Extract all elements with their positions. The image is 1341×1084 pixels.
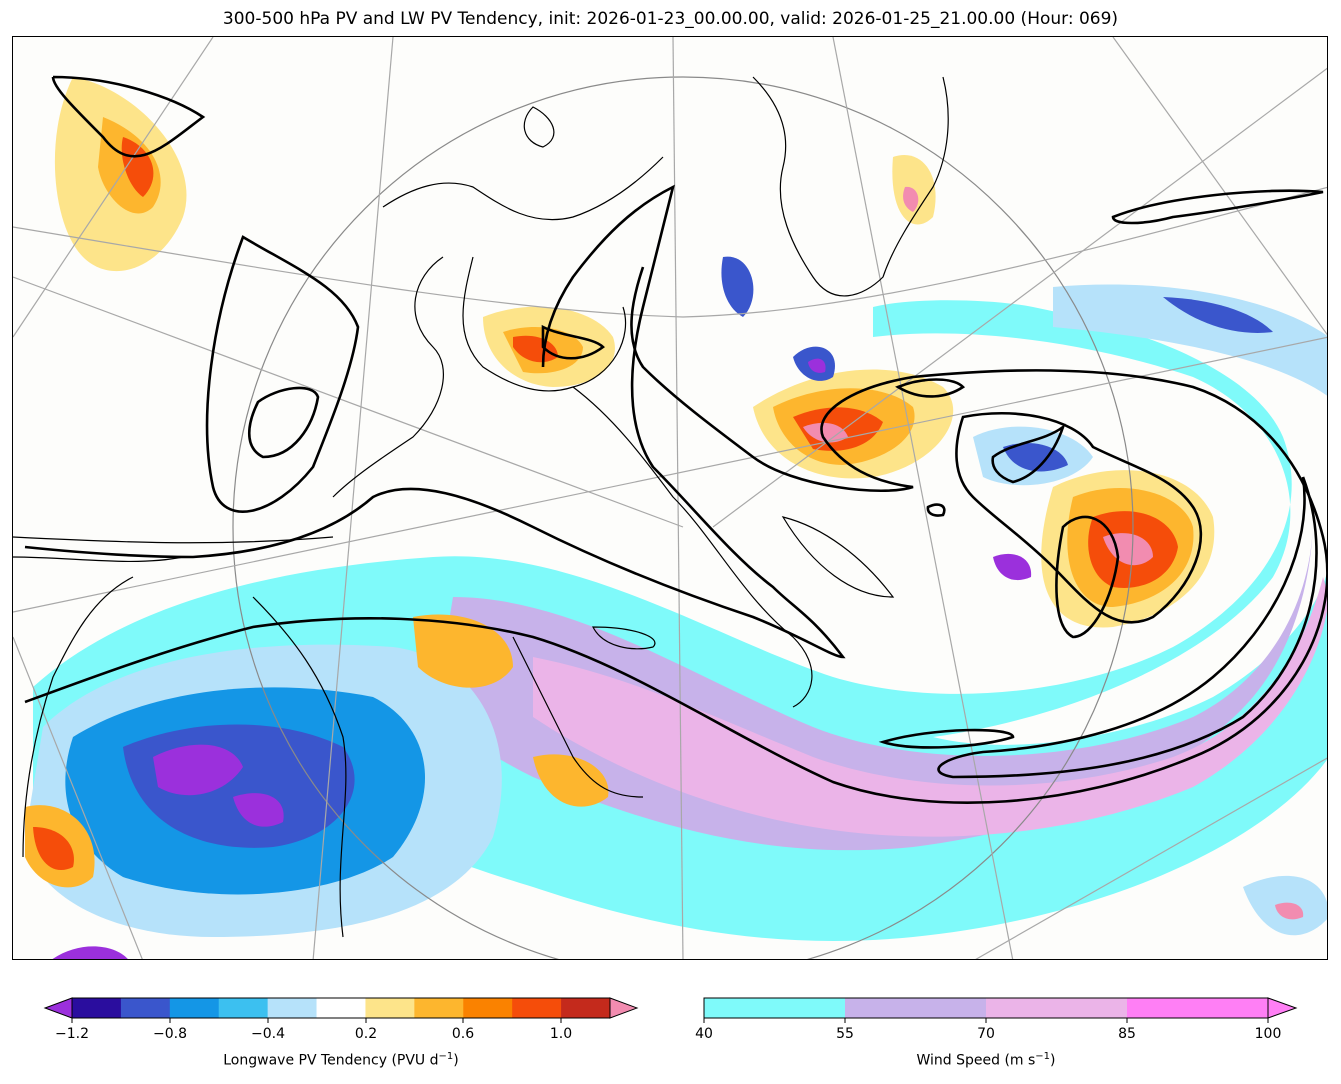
graticule: [13, 37, 1327, 959]
pv-tick-label: −0.4: [251, 1026, 285, 1042]
pv-colorbar-swatch: [512, 998, 562, 1018]
pv-colorbar-swatch: [169, 998, 220, 1018]
wind-speed-colorbar-label: Wind Speed (m s−1): [704, 1051, 1268, 1069]
ws-label-sup: −1: [1035, 1051, 1051, 1062]
pv-colorbar-swatch: [463, 998, 513, 1018]
pv-label-sup: −1: [438, 1051, 454, 1062]
coastlines: [13, 76, 949, 938]
ws-colorbar-outline: [703, 997, 1269, 1019]
pv-colorbar-over-arrow: [609, 997, 639, 1019]
ws-tick-label: 40: [695, 1026, 713, 1042]
pv-colorbar-swatch: [316, 998, 366, 1018]
ws-colorbar-swatch: [704, 998, 846, 1018]
ws-colorbar-swatch: [1127, 998, 1269, 1018]
pv-label-end: ): [453, 1052, 459, 1069]
pv-contours: [24, 75, 1327, 805]
pv-colorbar-swatch: [267, 998, 318, 1018]
ws-label-end: ): [1050, 1052, 1056, 1069]
pv-tick-label: 0.6: [451, 1026, 475, 1042]
pv-colorbar-swatch: [120, 998, 171, 1018]
pv-colorbar-outline: [71, 997, 611, 1019]
pv-colorbar-swatch: [561, 998, 611, 1018]
pv-tick-label: 1.0: [549, 1026, 573, 1042]
pv-colorbar-swatch: [218, 998, 269, 1018]
ws-colorbar-swatch: [986, 998, 1128, 1018]
pv-tick-label: −0.8: [153, 1026, 187, 1042]
ws-tick-label: 70: [977, 1026, 995, 1042]
pv-label-text: Longwave PV Tendency (PVU d: [223, 1052, 439, 1069]
map-panel: [12, 36, 1328, 960]
ws-tick-label: 55: [836, 1026, 854, 1042]
pv-tendency-colorbar-label: Longwave PV Tendency (PVU d−1): [45, 1051, 637, 1069]
map-canvas: [13, 37, 1327, 959]
ws-label-text: Wind Speed (m s: [916, 1052, 1036, 1069]
pv-colorbar-under-arrow: [43, 997, 73, 1019]
jet-band-70: [533, 577, 1327, 837]
pv-colorbar-swatch: [414, 998, 464, 1018]
ws-colorbar-swatch: [845, 998, 987, 1018]
ws-colorbar-over-arrow: [1267, 997, 1298, 1019]
ws-tick-label: 85: [1118, 1026, 1136, 1042]
ws-tick-label: 100: [1254, 1026, 1282, 1042]
pv-tick-label: 0.2: [354, 1026, 378, 1042]
pv-colorbar-swatch: [365, 998, 415, 1018]
pv-tick-label: −1.2: [55, 1026, 89, 1042]
pv-colorbar-swatch: [72, 998, 122, 1018]
plot-title: 300-500 hPa PV and LW PV Tendency, init:…: [222, 9, 1119, 29]
